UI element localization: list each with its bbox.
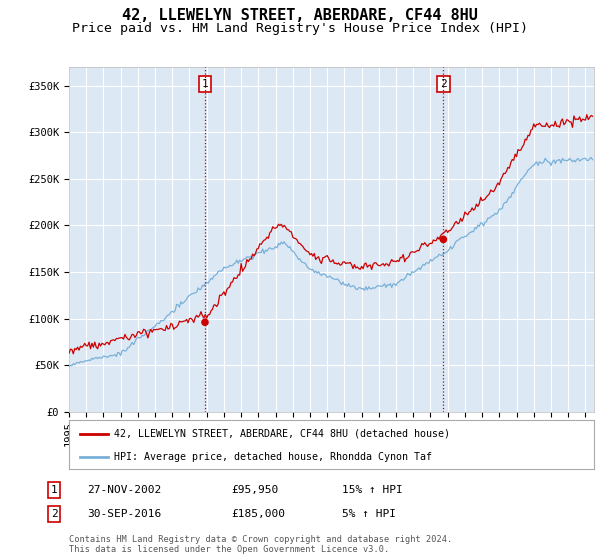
Text: 42, LLEWELYN STREET, ABERDARE, CF44 8HU (detached house): 42, LLEWELYN STREET, ABERDARE, CF44 8HU …: [113, 429, 449, 439]
Text: HPI: Average price, detached house, Rhondda Cynon Taf: HPI: Average price, detached house, Rhon…: [113, 452, 431, 462]
Text: Price paid vs. HM Land Registry's House Price Index (HPI): Price paid vs. HM Land Registry's House …: [72, 22, 528, 35]
Text: 5% ↑ HPI: 5% ↑ HPI: [342, 509, 396, 519]
Text: 42, LLEWELYN STREET, ABERDARE, CF44 8HU: 42, LLEWELYN STREET, ABERDARE, CF44 8HU: [122, 8, 478, 24]
Text: £95,950: £95,950: [231, 485, 278, 495]
Text: £185,000: £185,000: [231, 509, 285, 519]
Text: 1: 1: [50, 485, 58, 495]
Text: 30-SEP-2016: 30-SEP-2016: [87, 509, 161, 519]
Text: Contains HM Land Registry data © Crown copyright and database right 2024.
This d: Contains HM Land Registry data © Crown c…: [69, 535, 452, 554]
Text: 27-NOV-2002: 27-NOV-2002: [87, 485, 161, 495]
Point: [439, 235, 448, 244]
Text: 2: 2: [440, 80, 447, 89]
Point: [200, 318, 210, 327]
Text: 1: 1: [202, 80, 208, 89]
Text: 2: 2: [50, 509, 58, 519]
Text: 15% ↑ HPI: 15% ↑ HPI: [342, 485, 403, 495]
